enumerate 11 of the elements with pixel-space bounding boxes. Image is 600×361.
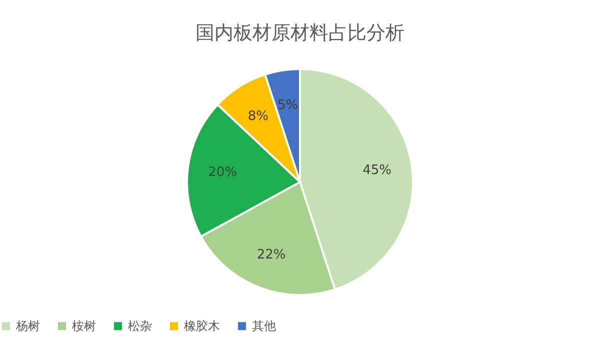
legend-label: 桉树 — [72, 319, 96, 334]
legend-label: 松杂 — [128, 319, 152, 334]
legend-label: 其他 — [252, 319, 276, 334]
legend-label: 橡胶木 — [184, 319, 220, 334]
legend-label: 杨树 — [15, 319, 40, 334]
chart-title: 国内板材原材料占比分析 — [196, 22, 404, 44]
data-label: 8% — [248, 109, 269, 124]
data-label: 20% — [208, 165, 238, 180]
data-label: 22% — [256, 248, 286, 263]
data-label: 5% — [277, 98, 298, 113]
data-label: 45% — [362, 162, 392, 178]
